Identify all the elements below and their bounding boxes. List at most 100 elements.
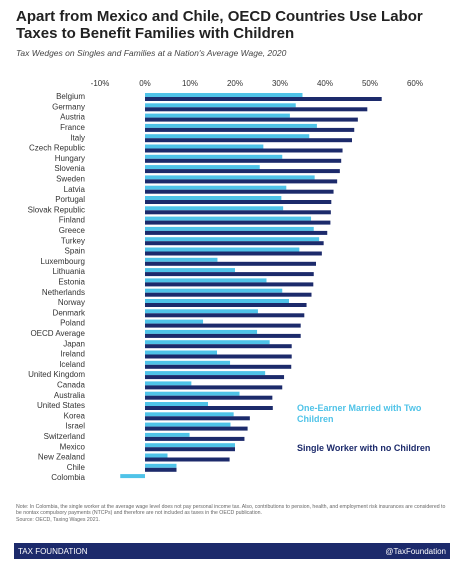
bar [145,412,234,417]
chart-title: Apart from Mexico and Chile, OECD Countr… [16,8,423,42]
bar [145,402,208,406]
footer-handle: @TaxFoundation [385,547,446,556]
bar [145,241,324,246]
bar [145,257,218,262]
y-tick-label: Latvia [64,185,86,194]
bar [145,113,290,118]
x-tick-label: 30% [272,79,288,88]
y-tick-label: Germany [52,102,85,111]
bar [145,303,307,307]
bar [145,364,292,369]
bar [145,292,312,297]
bar [145,261,316,266]
y-tick-label: Turkey [61,236,85,245]
x-tick-label: 40% [317,79,333,88]
legend-entry: Single Worker with no Children [297,443,431,453]
y-tick-label: Japan [63,339,85,348]
bar [145,165,260,170]
bar [145,272,314,277]
bar [145,107,368,112]
bar [145,220,331,225]
y-tick-label: Norway [58,298,85,307]
bar [145,251,322,256]
bar [145,319,204,324]
bar [145,179,338,184]
y-tick-label: New Zealand [38,453,85,462]
y-tick-label: Australia [54,391,86,400]
bar [145,206,284,211]
bar [145,117,358,122]
bar [145,247,300,252]
bar [145,138,352,143]
y-tick-label: United Kingdom [28,370,85,379]
bar [145,426,248,431]
bar [145,360,231,365]
y-tick-label: Poland [60,319,85,328]
bar [145,467,177,472]
x-tick-label: 50% [362,79,378,88]
y-tick-label: Hungary [55,154,85,163]
bar [145,333,301,338]
y-tick-label: France [60,123,85,132]
bar [145,210,331,215]
bar [145,189,334,194]
x-tick-label: 20% [227,79,243,88]
bar [145,391,240,396]
y-tick-label: Israel [65,422,85,431]
bar [145,237,320,242]
y-tick-label: OECD Average [30,329,85,338]
y-tick-label: Colombia [51,473,85,482]
bar [145,323,301,328]
footer: TAX FOUNDATION @TaxFoundation [14,543,450,559]
bar [145,381,192,386]
y-tick-label: Austria [60,113,85,122]
bar [145,299,289,303]
y-tick-label: Italy [70,133,85,142]
bar [145,432,190,437]
y-tick-label: Portugal [55,195,85,204]
bar [145,416,250,421]
y-tick-label: Ireland [61,350,85,359]
y-tick-label: Korea [64,411,86,420]
x-tick-label: -10% [91,79,110,88]
bar [145,350,217,355]
bar [145,103,296,108]
bar [145,288,283,293]
bar [145,268,235,273]
y-tick-label: Belgium [56,92,85,101]
bar [145,340,270,345]
note-text: Note: In Colombia, the single worker at … [16,504,446,517]
bar [145,453,168,458]
bar [145,329,258,334]
bar [145,216,312,221]
bar [145,148,343,153]
y-tick-label: Switzerland [44,432,85,441]
bar [145,196,282,200]
y-tick-label: Greece [59,226,86,235]
bar [145,457,230,462]
bar [120,474,145,479]
bar [145,278,267,283]
bar [145,354,292,359]
bar [145,230,328,235]
bar [145,185,287,190]
bar [145,313,305,318]
y-tick-label: Finland [59,216,85,225]
y-tick-label: Iceland [59,360,85,369]
y-tick-label: Slovak Republic [28,205,85,214]
y-tick-label: Netherlands [42,288,85,297]
bar [145,97,382,101]
bar [145,134,310,139]
y-tick-label: Slovenia [54,164,85,173]
bar [145,422,231,427]
y-tick-label: Luxembourg [41,257,85,266]
bar [145,436,245,441]
y-tick-label: Chile [67,463,86,472]
x-tick-label: 60% [407,79,423,88]
y-tick-label: Canada [57,381,86,390]
bar [145,154,283,159]
bar [145,169,340,174]
bar [145,463,177,468]
bar [145,395,273,400]
